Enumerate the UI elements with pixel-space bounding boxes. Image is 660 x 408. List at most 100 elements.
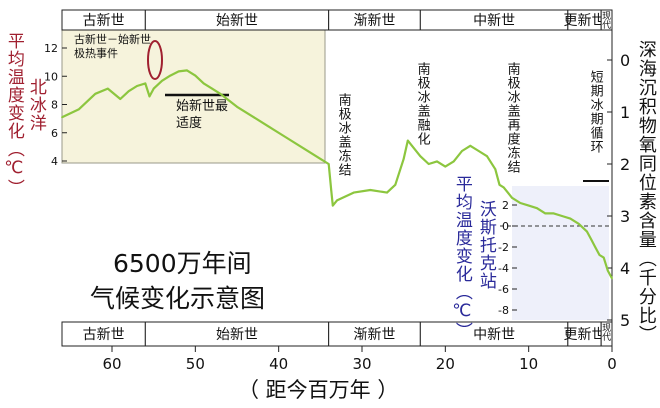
series-point xyxy=(119,98,122,100)
series-point xyxy=(598,254,601,256)
series-point xyxy=(594,246,597,249)
series-point xyxy=(319,157,322,160)
inner-tick-label: -4 xyxy=(498,262,509,275)
series-point xyxy=(161,79,163,82)
epoch-label: 始新世 xyxy=(216,13,258,29)
left-top-ticks: 12 10 8 6 4 xyxy=(44,42,67,168)
glacial-annotation: 短期冰期循环 xyxy=(587,70,603,154)
series-point xyxy=(219,92,222,95)
series-point xyxy=(519,202,522,204)
series-point xyxy=(194,74,197,77)
series-point xyxy=(544,212,547,215)
epoch-label: 更新世 xyxy=(564,13,606,29)
inner-tick-label: -2 xyxy=(498,241,509,254)
chart-title: 6500万年间 xyxy=(113,249,252,278)
series-point xyxy=(202,82,205,85)
x-tick-label: 30 xyxy=(352,355,371,373)
series-point xyxy=(330,189,333,191)
petm-circle xyxy=(147,40,163,80)
series-point xyxy=(352,191,355,194)
inner-ticks: 2 0 -2 -4 -6 -8 xyxy=(498,199,517,317)
series-point xyxy=(169,74,172,77)
epoch-label: 现代 xyxy=(602,11,611,31)
right-y-label: 深海沉积物氧同位素含量（千分比） xyxy=(635,40,657,344)
series-point xyxy=(502,186,505,189)
series-point xyxy=(486,155,488,158)
petm-annotation: 古新世－始新世极热事件 xyxy=(74,33,151,60)
series-point xyxy=(269,126,272,129)
series-point xyxy=(511,196,513,199)
series-point xyxy=(252,116,255,119)
series-point xyxy=(427,163,430,165)
series-group xyxy=(61,69,613,280)
melt-annotation: 南极冰盖融化 xyxy=(414,62,430,146)
series-point xyxy=(286,137,288,139)
x-tick-label: 40 xyxy=(269,355,288,373)
arctic-overlay-region xyxy=(61,29,326,164)
x-tick-label: 20 xyxy=(436,355,455,373)
optimum-annotation: 始新世最适度 xyxy=(176,99,229,131)
series-point xyxy=(331,204,334,207)
series-point xyxy=(611,277,613,280)
x-tick-label: 10 xyxy=(519,355,538,373)
series-point xyxy=(419,155,422,158)
series-point xyxy=(406,139,409,142)
inner-tick-label: -8 xyxy=(498,304,509,317)
chart-subtitle: 气候变化示意图 xyxy=(90,284,266,313)
series-point xyxy=(494,168,497,171)
right-tick-label: 4 xyxy=(620,259,630,278)
series-point xyxy=(452,160,455,163)
series-point xyxy=(536,207,538,210)
series-point xyxy=(586,230,588,233)
inner-y-region: 沃斯托克站 xyxy=(475,200,496,290)
series-point xyxy=(77,108,80,111)
series-point xyxy=(236,105,238,108)
epoch-label: 渐新世 xyxy=(354,13,396,29)
series-point xyxy=(369,189,372,191)
series-point xyxy=(577,222,580,225)
series-point xyxy=(569,217,572,220)
right-tick-label: 5 xyxy=(620,311,630,330)
series-point xyxy=(498,183,501,186)
x-tick-label: 0 xyxy=(607,355,617,373)
series-point xyxy=(127,90,130,93)
series-point xyxy=(94,92,97,95)
left-tick-label: 10 xyxy=(44,70,58,83)
series-point xyxy=(477,150,480,152)
left-tick-label: 6 xyxy=(51,127,58,140)
left-y-region: 北冰洋 xyxy=(25,78,46,132)
vostok-overlay-region xyxy=(512,186,609,320)
series-point xyxy=(211,87,213,90)
series-point xyxy=(606,269,609,272)
x-ticks: 60 50 40 30 20 10 0 xyxy=(102,346,617,373)
right-tick-label: 0 xyxy=(620,51,630,70)
series-point xyxy=(302,147,305,150)
epoch-label: 渐新世 xyxy=(354,327,396,343)
series-point xyxy=(136,85,138,87)
inner-tick-label: 2 xyxy=(502,199,509,212)
epoch-label: 始新世 xyxy=(216,327,258,343)
series-point xyxy=(386,191,388,194)
series-point xyxy=(436,160,438,163)
epoch-label: 现代 xyxy=(602,323,611,343)
series-point xyxy=(402,157,405,160)
series-point xyxy=(444,165,447,168)
series-point xyxy=(411,144,413,147)
x-axis-label: （ 距今百万年 ） xyxy=(238,378,399,402)
inner-tick-label: -6 xyxy=(498,283,509,296)
epoch-cell xyxy=(144,321,330,347)
inner-tick-label: 0 xyxy=(502,220,509,233)
epoch-label: 中新世 xyxy=(473,13,515,29)
epoch-label: 古新世 xyxy=(83,327,125,343)
left-tick-label: 4 xyxy=(51,155,58,168)
x-tick-label: 50 xyxy=(186,355,205,373)
series-point xyxy=(144,82,147,85)
left-y-label: 平均温度变化（℃） xyxy=(3,32,24,197)
series-point xyxy=(327,163,330,165)
series-point xyxy=(152,87,155,90)
right-tick-label: 1 xyxy=(620,103,630,122)
epoch-label: 更新世 xyxy=(564,327,606,343)
